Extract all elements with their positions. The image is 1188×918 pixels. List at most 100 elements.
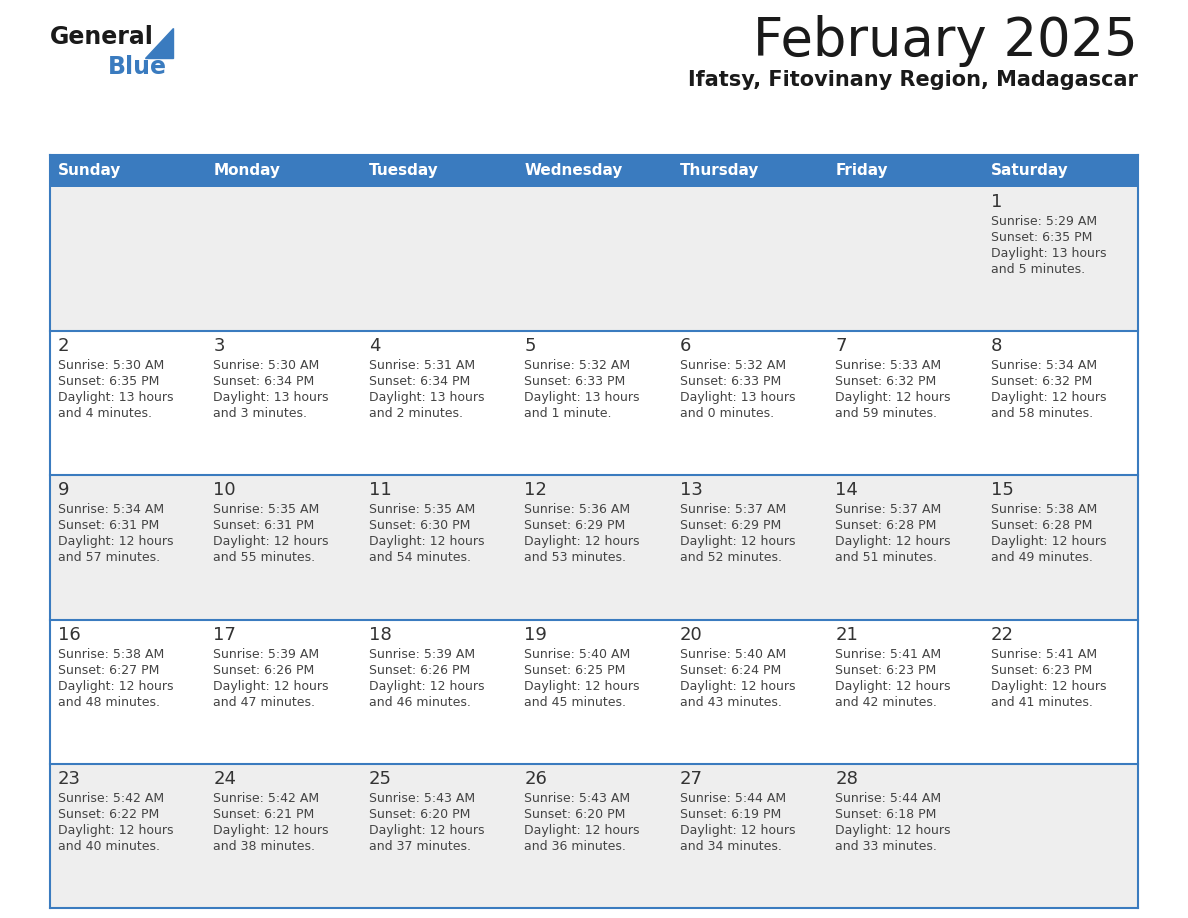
Text: Sunrise: 5:39 AM: Sunrise: 5:39 AM <box>214 647 320 661</box>
Text: Daylight: 12 hours: Daylight: 12 hours <box>368 823 485 837</box>
Text: 2: 2 <box>58 337 70 355</box>
Text: 1: 1 <box>991 193 1001 211</box>
Text: 22: 22 <box>991 625 1013 644</box>
Bar <box>827 620 982 764</box>
Text: 12: 12 <box>524 481 548 499</box>
Text: Daylight: 12 hours: Daylight: 12 hours <box>368 679 485 692</box>
Text: Sunrise: 5:41 AM: Sunrise: 5:41 AM <box>991 647 1097 661</box>
Text: Friday: Friday <box>835 163 887 178</box>
Bar <box>982 155 1138 187</box>
Text: Daylight: 12 hours: Daylight: 12 hours <box>991 679 1106 692</box>
Text: 3: 3 <box>214 337 225 355</box>
Text: and 49 minutes.: and 49 minutes. <box>991 552 1093 565</box>
Text: Sunrise: 5:41 AM: Sunrise: 5:41 AM <box>835 647 941 661</box>
Text: Sunset: 6:31 PM: Sunset: 6:31 PM <box>58 520 159 532</box>
Text: and 38 minutes.: and 38 minutes. <box>214 840 316 853</box>
Text: and 59 minutes.: and 59 minutes. <box>835 408 937 420</box>
Text: Sunset: 6:26 PM: Sunset: 6:26 PM <box>214 664 315 677</box>
Text: Daylight: 12 hours: Daylight: 12 hours <box>835 535 950 548</box>
Text: Daylight: 12 hours: Daylight: 12 hours <box>835 823 950 837</box>
Text: Sunset: 6:31 PM: Sunset: 6:31 PM <box>214 520 315 532</box>
Bar <box>361 476 517 620</box>
Text: Daylight: 12 hours: Daylight: 12 hours <box>680 823 795 837</box>
Bar <box>206 764 361 908</box>
Text: Sunset: 6:23 PM: Sunset: 6:23 PM <box>991 664 1092 677</box>
Bar <box>671 331 827 476</box>
Text: Sunset: 6:28 PM: Sunset: 6:28 PM <box>991 520 1092 532</box>
Bar <box>982 620 1138 764</box>
Text: and 52 minutes.: and 52 minutes. <box>680 552 782 565</box>
Text: Daylight: 12 hours: Daylight: 12 hours <box>680 535 795 548</box>
Text: 6: 6 <box>680 337 691 355</box>
Text: Sunset: 6:18 PM: Sunset: 6:18 PM <box>835 808 936 821</box>
Text: 9: 9 <box>58 481 70 499</box>
Text: Daylight: 12 hours: Daylight: 12 hours <box>524 823 640 837</box>
Bar <box>827 476 982 620</box>
Text: Sunrise: 5:35 AM: Sunrise: 5:35 AM <box>368 503 475 517</box>
Text: Sunset: 6:27 PM: Sunset: 6:27 PM <box>58 664 159 677</box>
Bar <box>827 764 982 908</box>
Text: 14: 14 <box>835 481 858 499</box>
Text: Sunrise: 5:43 AM: Sunrise: 5:43 AM <box>524 792 631 805</box>
Text: Sunset: 6:29 PM: Sunset: 6:29 PM <box>524 520 626 532</box>
Text: Daylight: 13 hours: Daylight: 13 hours <box>368 391 485 404</box>
Text: 11: 11 <box>368 481 392 499</box>
Text: Sunrise: 5:37 AM: Sunrise: 5:37 AM <box>835 503 941 517</box>
Text: Sunrise: 5:30 AM: Sunrise: 5:30 AM <box>58 359 164 372</box>
Text: Thursday: Thursday <box>680 163 759 178</box>
Text: and 48 minutes.: and 48 minutes. <box>58 696 160 709</box>
Text: Daylight: 12 hours: Daylight: 12 hours <box>58 823 173 837</box>
Bar <box>982 187 1138 331</box>
Text: 7: 7 <box>835 337 847 355</box>
Text: 20: 20 <box>680 625 702 644</box>
Text: Daylight: 12 hours: Daylight: 12 hours <box>368 535 485 548</box>
Bar <box>982 331 1138 476</box>
Bar <box>50 331 206 476</box>
Text: and 54 minutes.: and 54 minutes. <box>368 552 470 565</box>
Polygon shape <box>145 28 173 58</box>
Bar <box>361 187 517 331</box>
Text: Sunrise: 5:35 AM: Sunrise: 5:35 AM <box>214 503 320 517</box>
Text: Sunrise: 5:33 AM: Sunrise: 5:33 AM <box>835 359 941 372</box>
Text: and 41 minutes.: and 41 minutes. <box>991 696 1093 709</box>
Text: Sunset: 6:35 PM: Sunset: 6:35 PM <box>58 375 159 388</box>
Bar <box>517 620 671 764</box>
Text: Sunset: 6:21 PM: Sunset: 6:21 PM <box>214 808 315 821</box>
Text: and 47 minutes.: and 47 minutes. <box>214 696 316 709</box>
Text: Sunset: 6:33 PM: Sunset: 6:33 PM <box>524 375 626 388</box>
Text: 15: 15 <box>991 481 1013 499</box>
Text: Sunrise: 5:42 AM: Sunrise: 5:42 AM <box>58 792 164 805</box>
Text: and 37 minutes.: and 37 minutes. <box>368 840 470 853</box>
Text: and 55 minutes.: and 55 minutes. <box>214 552 316 565</box>
Text: Sunset: 6:25 PM: Sunset: 6:25 PM <box>524 664 626 677</box>
Text: and 3 minutes.: and 3 minutes. <box>214 408 308 420</box>
Text: and 1 minute.: and 1 minute. <box>524 408 612 420</box>
Bar <box>827 155 982 187</box>
Text: Tuesday: Tuesday <box>368 163 438 178</box>
Bar <box>206 155 361 187</box>
Text: Sunset: 6:35 PM: Sunset: 6:35 PM <box>991 231 1092 244</box>
Text: 10: 10 <box>214 481 236 499</box>
Text: Daylight: 12 hours: Daylight: 12 hours <box>835 679 950 692</box>
Text: Daylight: 13 hours: Daylight: 13 hours <box>58 391 173 404</box>
Bar <box>206 187 361 331</box>
Text: 19: 19 <box>524 625 548 644</box>
Text: Ifatsy, Fitovinany Region, Madagascar: Ifatsy, Fitovinany Region, Madagascar <box>688 70 1138 90</box>
Text: Sunrise: 5:36 AM: Sunrise: 5:36 AM <box>524 503 631 517</box>
Text: 24: 24 <box>214 770 236 788</box>
Text: Sunset: 6:24 PM: Sunset: 6:24 PM <box>680 664 781 677</box>
Text: Sunset: 6:26 PM: Sunset: 6:26 PM <box>368 664 470 677</box>
Text: 4: 4 <box>368 337 380 355</box>
Bar <box>206 331 361 476</box>
Text: and 33 minutes.: and 33 minutes. <box>835 840 937 853</box>
Bar <box>671 620 827 764</box>
Text: Sunset: 6:32 PM: Sunset: 6:32 PM <box>835 375 936 388</box>
Text: 23: 23 <box>58 770 81 788</box>
Bar <box>361 764 517 908</box>
Bar <box>671 764 827 908</box>
Text: Daylight: 12 hours: Daylight: 12 hours <box>680 679 795 692</box>
Text: 8: 8 <box>991 337 1001 355</box>
Text: 17: 17 <box>214 625 236 644</box>
Bar <box>517 155 671 187</box>
Text: 21: 21 <box>835 625 858 644</box>
